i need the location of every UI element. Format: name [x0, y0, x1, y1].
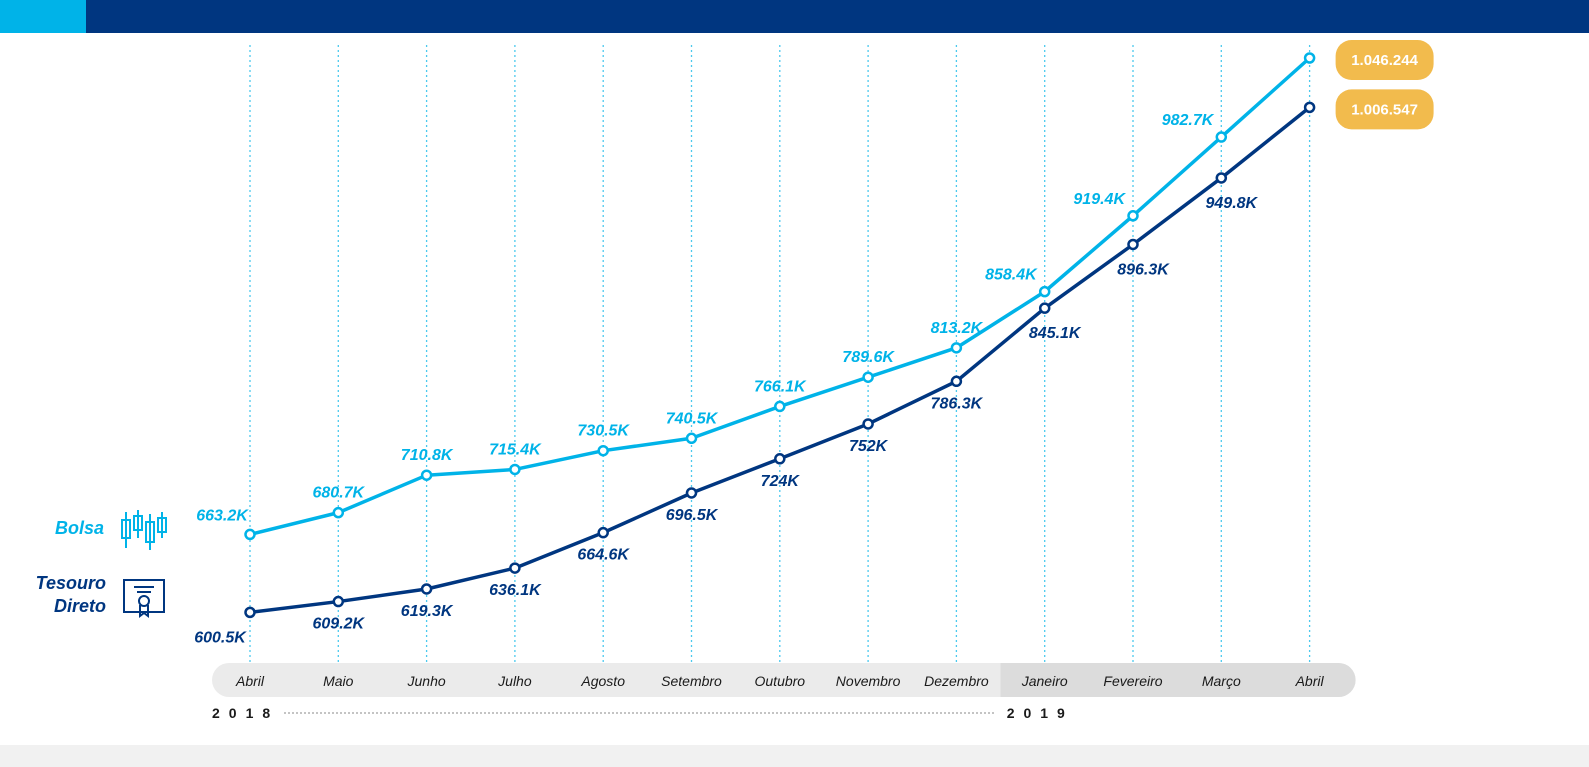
data-label-tesouro: 600.5K: [194, 629, 247, 646]
x-tick-label: Dezembro: [924, 673, 989, 689]
data-label-bolsa: 740.5K: [666, 410, 719, 427]
footer-band: [0, 745, 1589, 767]
data-point-tesouro: [332, 595, 345, 608]
data-label-bolsa: 663.2K: [196, 507, 249, 524]
data-point-tesouro: [862, 418, 874, 430]
data-label-bolsa: 858.4K: [985, 267, 1038, 284]
data-point-bolsa: [774, 400, 786, 413]
data-label-tesouro: 786.3K: [931, 395, 984, 412]
data-point-bolsa: [1303, 52, 1316, 64]
certificate-icon: [123, 579, 165, 618]
data-label-tesouro: 636.1K: [489, 582, 542, 599]
data-point-tesouro: [1038, 302, 1051, 314]
data-label-tesouro: 696.5K: [666, 507, 719, 524]
data-point-bolsa: [685, 432, 698, 445]
x-tick-label: Setembro: [661, 673, 722, 689]
x-tick-label: Março: [1202, 673, 1241, 689]
total-badge-label-tesouro: 1.006.547: [1351, 101, 1418, 118]
data-label-tesouro: 609.2K: [313, 616, 366, 633]
legend-label-tesouro: Tesouro Direto: [10, 572, 106, 618]
x-tick-label: Abril: [235, 673, 265, 689]
legend-label-tesouro-line2: Direto: [53, 596, 106, 616]
data-point-tesouro: [597, 526, 609, 539]
data-point-bolsa: [332, 506, 345, 519]
data-point-bolsa: [420, 469, 433, 481]
data-label-bolsa: 813.2K: [931, 320, 984, 337]
data-label-bolsa: 680.7K: [313, 485, 366, 502]
legend-label-tesouro-line1: Tesouro: [35, 573, 106, 593]
x-tick-label: Janeiro: [1021, 673, 1068, 689]
data-point-tesouro: [685, 487, 698, 499]
data-point-bolsa: [950, 342, 963, 354]
data-point-tesouro: [509, 562, 521, 574]
data-point-bolsa: [862, 371, 874, 383]
data-label-tesouro: 619.3K: [401, 603, 454, 620]
data-label-bolsa: 789.6K: [842, 349, 895, 366]
data-label-tesouro: 896.3K: [1117, 261, 1170, 278]
total-badge-bolsa: [1335, 40, 1434, 80]
data-point-bolsa: [1215, 131, 1228, 143]
x-tick-label: Junho: [407, 673, 446, 689]
data-point-bolsa: [1038, 285, 1051, 298]
data-point-tesouro: [1303, 101, 1316, 114]
data-label-bolsa: 710.8K: [401, 447, 454, 464]
data-label-bolsa: 982.7K: [1162, 112, 1215, 129]
legend-label-bolsa: Bolsa: [54, 518, 104, 538]
total-badge-label-bolsa: 1.046.244: [1351, 52, 1418, 69]
total-badge-tesouro: [1335, 89, 1434, 130]
x-tick-label: Outubro: [755, 673, 806, 689]
data-label-bolsa: 766.1K: [754, 378, 807, 395]
month-axis-band-2019: [1000, 663, 1356, 697]
data-label-tesouro: 724K: [761, 473, 801, 490]
data-label-bolsa: 715.4K: [489, 441, 542, 458]
x-tick-label: Agosto: [580, 673, 625, 689]
year-label: 2019: [1007, 705, 1074, 721]
candlestick-icon: [121, 510, 167, 550]
data-point-tesouro: [244, 606, 256, 619]
data-point-bolsa: [244, 528, 256, 541]
data-label-bolsa: 919.4K: [1073, 191, 1126, 208]
data-label-tesouro: 752K: [849, 438, 889, 455]
data-point-bolsa: [597, 444, 609, 457]
data-label-bolsa: 730.5K: [577, 423, 630, 440]
data-point-tesouro: [1215, 172, 1228, 184]
x-tick-label: Novembro: [836, 673, 901, 689]
data-point-tesouro: [774, 453, 786, 465]
x-tick-label: Maio: [323, 673, 354, 689]
data-point-tesouro: [1127, 238, 1139, 251]
data-label-tesouro: 664.6K: [577, 547, 630, 564]
data-point-bolsa: [1127, 210, 1139, 222]
header-accent: [0, 0, 86, 33]
data-point-tesouro: [950, 375, 963, 388]
x-tick-label: Abril: [1295, 673, 1325, 689]
data-point-bolsa: [509, 463, 521, 476]
x-tick-label: Fevereiro: [1103, 673, 1162, 689]
header-bar: [0, 0, 1589, 33]
x-tick-label: Julho: [497, 673, 532, 689]
data-label-tesouro: 949.8K: [1206, 195, 1259, 212]
data-label-tesouro: 845.1K: [1029, 325, 1082, 342]
year-label: 2018: [212, 705, 279, 721]
data-point-tesouro: [420, 583, 433, 595]
